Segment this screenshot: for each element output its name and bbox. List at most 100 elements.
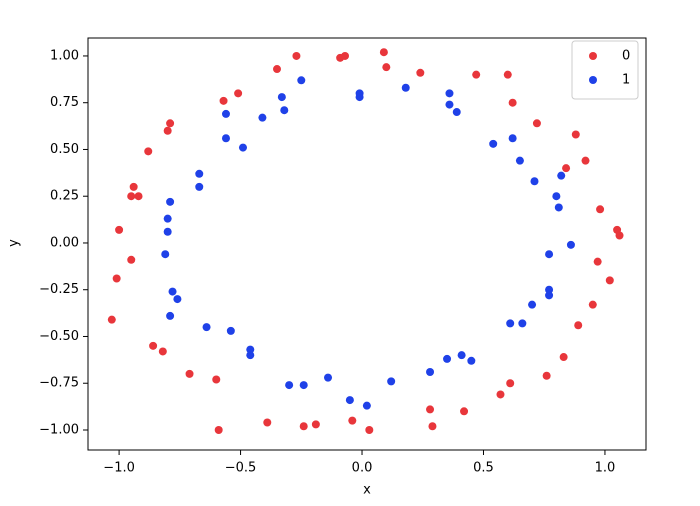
point: [528, 300, 537, 309]
point: [489, 139, 498, 148]
point: [530, 177, 539, 186]
point: [234, 89, 243, 98]
legend-box: [571, 40, 639, 100]
point: [503, 70, 512, 79]
point: [297, 76, 306, 85]
point: [382, 63, 391, 72]
point: [426, 368, 435, 377]
point: [166, 197, 175, 206]
point: [292, 51, 301, 60]
point: [311, 420, 320, 429]
point: [566, 240, 575, 249]
legend-marker: [589, 76, 597, 84]
point: [166, 311, 175, 320]
point: [457, 351, 466, 360]
point: [426, 405, 435, 414]
point: [195, 182, 204, 191]
point: [214, 425, 223, 434]
point: [149, 341, 158, 350]
point: [596, 205, 605, 214]
point: [263, 418, 272, 427]
point: [345, 396, 354, 405]
point: [581, 156, 590, 165]
y-tick-label: −1.00: [39, 422, 79, 437]
point: [506, 319, 515, 328]
point: [280, 106, 289, 115]
point: [574, 321, 583, 330]
point: [202, 323, 211, 332]
point: [129, 182, 138, 191]
point: [562, 164, 571, 173]
y-tick-label: 0.50: [50, 142, 79, 157]
point: [166, 119, 175, 128]
point: [299, 422, 308, 431]
point: [112, 274, 121, 283]
point: [348, 416, 357, 425]
point: [571, 130, 580, 139]
point: [219, 96, 228, 105]
point: [508, 98, 517, 107]
point: [285, 381, 294, 390]
point: [195, 169, 204, 178]
point: [362, 401, 371, 410]
point: [168, 287, 177, 296]
point: [506, 379, 515, 388]
point: [299, 381, 308, 390]
point: [246, 351, 255, 360]
point: [163, 214, 172, 223]
y-tick-label: 1.00: [50, 48, 79, 63]
point: [355, 89, 364, 98]
point: [163, 227, 172, 236]
point: [552, 192, 561, 201]
point: [545, 291, 554, 300]
legend-label: 0: [622, 49, 630, 64]
point: [588, 300, 597, 309]
x-tick-label: 0.0: [352, 461, 373, 476]
legend-label: 1: [622, 73, 630, 88]
legend-marker: [589, 52, 597, 60]
x-tick-label: −0.5: [225, 461, 257, 476]
point: [593, 257, 602, 266]
point: [144, 147, 153, 156]
point: [545, 285, 554, 294]
y-tick-label: 0.25: [50, 189, 79, 204]
point: [401, 83, 410, 92]
y-tick-label: −0.75: [39, 376, 79, 391]
y-tick-label: 0.75: [50, 95, 79, 110]
x-tick-label: −1.0: [103, 461, 135, 476]
point: [445, 89, 454, 98]
point: [185, 369, 194, 378]
point: [221, 134, 230, 143]
point: [246, 345, 255, 354]
point: [515, 156, 524, 165]
point: [518, 319, 527, 328]
point: [127, 192, 136, 201]
x-axis-label: x: [363, 483, 371, 498]
point: [445, 100, 454, 109]
point: [387, 377, 396, 386]
point: [545, 250, 554, 259]
point: [508, 134, 517, 143]
point: [161, 250, 170, 259]
point: [615, 231, 624, 240]
point: [554, 203, 563, 212]
point: [226, 326, 235, 335]
point: [163, 126, 172, 135]
point: [452, 108, 461, 117]
point: [127, 255, 136, 264]
y-tick-label: −0.25: [39, 282, 79, 297]
point: [221, 109, 230, 118]
x-tick-label: 0.5: [473, 461, 494, 476]
point: [496, 390, 505, 399]
point: [173, 295, 182, 304]
x-tick-label: 1.0: [595, 461, 616, 476]
point: [559, 353, 568, 362]
point: [557, 171, 566, 180]
point: [134, 192, 143, 201]
point: [272, 65, 281, 74]
point: [277, 93, 286, 102]
point: [158, 347, 167, 356]
point: [467, 356, 476, 365]
point: [443, 354, 452, 363]
